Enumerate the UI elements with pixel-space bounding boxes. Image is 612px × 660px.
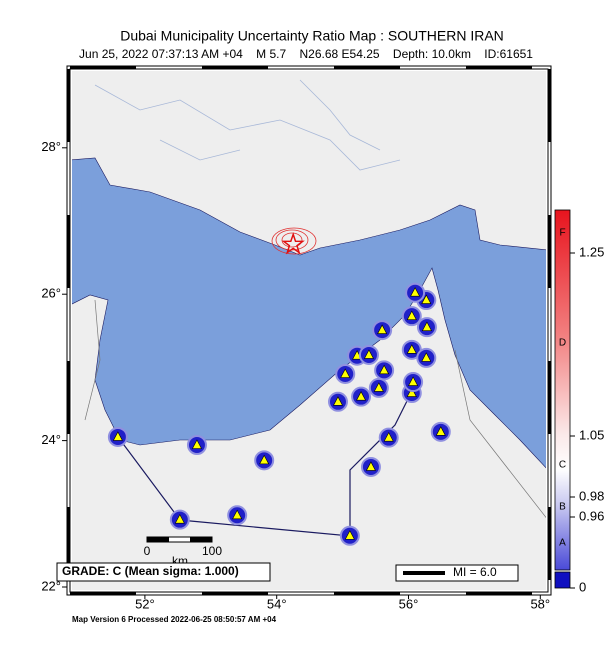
station-triangle [191,439,202,449]
station-triangle [410,287,421,297]
lat-tick-label: 26° [41,286,61,301]
mi-box [395,564,519,582]
colorbar-tick-label: 0.98 [579,488,604,503]
frame-outer [66,65,552,596]
colorbar-labels: F D C B A 1.25 1.05 0.98 0.96 0 [559,228,604,595]
lon-tick-label: 54° [267,596,287,611]
frame-segment [67,69,70,142]
station-triangle [408,376,419,386]
colorbar-tick-label: 0.96 [579,508,604,523]
station-triangle [365,461,376,471]
grade-letter: D [559,338,566,349]
mi-text: MI = 6.0 [453,565,497,579]
frame-segment [202,592,268,595]
frame-segment [334,66,400,69]
colorbar [554,209,571,589]
station-triangle [406,310,417,320]
lon-tick-label: 58° [530,596,550,611]
grade-box [56,562,271,582]
frame-segment [334,592,400,595]
frame-segment [548,361,551,434]
station-triangle [112,431,123,441]
frame-segment [67,215,70,288]
frame-segment [548,507,551,580]
frame-segment [548,69,551,142]
station-triangle [383,432,394,442]
subtitle: Jun 25, 2022 07:37:13 AM +04 M 5.7 N26.6… [79,47,533,61]
station-triangle [406,387,417,397]
frame-segment [67,507,70,580]
grade-letter: C [559,460,566,471]
station-triangle [421,294,432,304]
grade-letter: F [559,228,565,239]
rivers [94,79,401,171]
lat-tick-label: 24° [41,432,61,447]
lat-tick-label: 22° [41,578,61,593]
frame-segment [70,592,136,595]
station-triangle [340,368,351,378]
scale-end: 100 [202,544,222,558]
station-triangle [259,454,270,465]
frame-segment [67,361,70,434]
grade-letter: B [559,502,566,513]
frame-inner [69,68,549,593]
frame-segment [466,592,532,595]
network-boundary [117,394,411,537]
frame-segment [202,66,268,69]
station-triangle [406,344,417,354]
grade-letter: A [559,538,566,549]
colorbar-tick-label: 1.25 [579,244,604,259]
title: Dubai Municipality Uncertainty Ratio Map… [120,28,504,44]
stations [107,282,451,546]
station-triangle [174,514,185,524]
colorbar-tick-label: 1.05 [579,427,604,442]
map-area [72,71,546,590]
station-triangle [421,321,432,331]
scale-start: 0 [144,544,151,558]
map-frame: 52° 54° 56° 58° 22° 24° 26° 28° [41,65,552,611]
lon-tick-label: 56° [399,596,419,611]
epicenter-star [281,232,305,255]
station-triangle [356,391,367,401]
colorbar-tick-label: 0 [579,579,586,594]
station-triangle [232,509,243,520]
frame-segment [548,215,551,288]
grade-text: GRADE: C (Mean sigma: 1.000) [62,564,239,578]
footer: Map Version 6 Processed 2022-06-25 08:50… [72,615,277,624]
station-triangle [332,396,343,406]
frame-segment [70,66,136,69]
station-triangle [377,324,388,334]
station-triangle [373,382,384,392]
station-triangle [421,352,432,362]
station-triangle [379,364,390,375]
frame-segment [466,66,532,69]
lon-tick-label: 52° [135,596,155,611]
epicenter-group [281,232,305,255]
borders [84,299,546,519]
lat-tick-label: 28° [41,139,61,154]
station-triangle [344,530,355,540]
station-triangle [363,349,374,359]
station-triangle [435,426,446,436]
